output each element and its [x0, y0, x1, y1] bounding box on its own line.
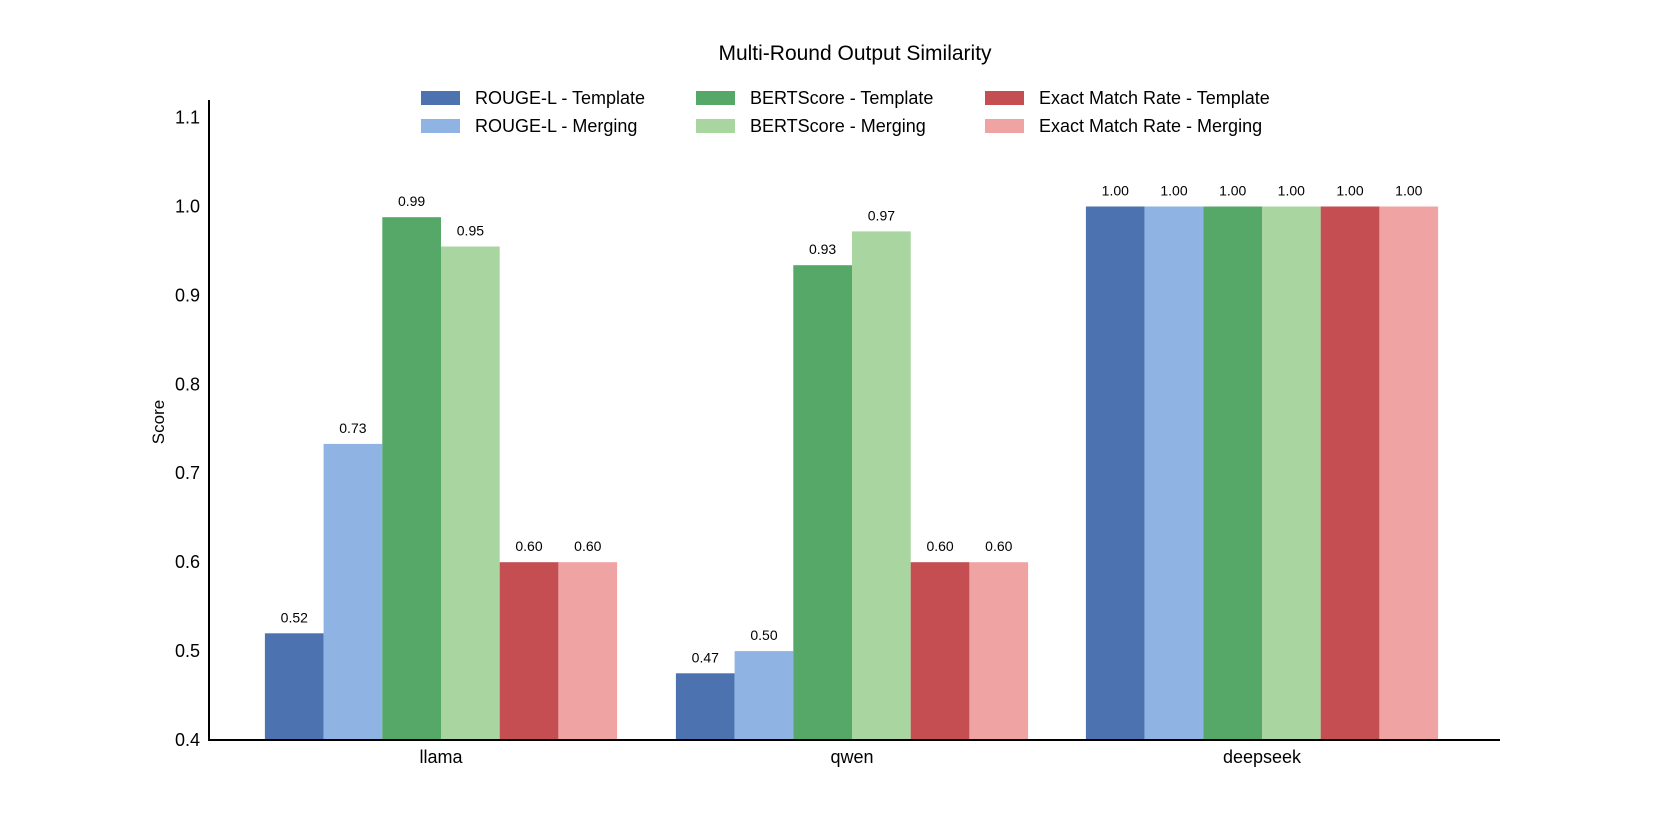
bar-llama-5 — [558, 562, 618, 740]
legend: ROUGE-L - Template ROUGE-L - Merging BERTS… — [421, 88, 1270, 136]
value-label-llama-1: 0.73 — [339, 420, 366, 436]
y-axis-label: Score — [149, 400, 168, 444]
bar-llama-0 — [264, 633, 324, 740]
y-tick-label: 0.4 — [175, 730, 200, 750]
value-label-qwen-4: 0.60 — [926, 538, 953, 554]
y-tick-label: 0.7 — [175, 463, 200, 483]
legend-swatch — [985, 91, 1024, 105]
bar-deepseek-1 — [1144, 206, 1204, 740]
value-label-deepseek-4: 1.00 — [1336, 183, 1363, 199]
value-label-qwen-0: 0.47 — [692, 649, 719, 665]
value-label-qwen-3: 0.97 — [868, 207, 895, 223]
value-label-deepseek-2: 1.00 — [1219, 183, 1246, 199]
legend-swatch — [421, 119, 460, 133]
value-label-qwen-1: 0.50 — [750, 627, 777, 643]
value-label-llama-0: 0.52 — [281, 609, 308, 625]
series-1: 0.73 0.50 1.00 — [323, 183, 1204, 740]
bar-qwen-3 — [852, 231, 911, 740]
legend-label: ROUGE-L - Template — [475, 88, 645, 108]
bar-qwen-1 — [734, 651, 794, 740]
bar-llama-2 — [382, 217, 441, 740]
y-tick-label: 0.8 — [175, 374, 200, 394]
series-0: 0.52 0.47 1.00 — [264, 183, 1145, 740]
chart-title: Multi-Round Output Similarity — [718, 42, 992, 65]
series-4: 0.60 0.60 1.00 — [499, 183, 1380, 740]
value-label-llama-2: 0.99 — [398, 193, 425, 209]
legend-label: Exact Match Rate - Merging — [1039, 116, 1262, 136]
y-tick-label: 0.9 — [175, 285, 200, 305]
x-tick-label-deepseek: deepseek — [1223, 747, 1302, 767]
y-tick-label: 0.5 — [175, 641, 200, 661]
legend-item-3: BERTScore - Merging — [696, 116, 926, 136]
legend-swatch — [985, 119, 1024, 133]
y-tick-label: 1.1 — [175, 108, 200, 128]
value-label-deepseek-1: 1.00 — [1160, 183, 1187, 199]
y-tick-label: 1.0 — [175, 197, 200, 217]
bar-qwen-4 — [910, 562, 970, 740]
legend-label: BERTScore - Merging — [750, 116, 926, 136]
value-label-qwen-5: 0.60 — [985, 538, 1012, 554]
value-label-deepseek-0: 1.00 — [1102, 183, 1129, 199]
bar-llama-4 — [499, 562, 559, 740]
value-label-deepseek-3: 1.00 — [1278, 183, 1305, 199]
bar-qwen-5 — [969, 562, 1029, 740]
bar-deepseek-2 — [1203, 206, 1262, 740]
bar-deepseek-4 — [1320, 206, 1380, 740]
bar-deepseek-5 — [1379, 206, 1439, 740]
value-label-deepseek-5: 1.00 — [1395, 183, 1422, 199]
bar-llama-3 — [441, 246, 500, 740]
legend-item-5: Exact Match Rate - Merging — [985, 116, 1262, 136]
legend-item-1: ROUGE-L - Merging — [421, 116, 637, 136]
value-label-qwen-2: 0.93 — [809, 241, 836, 257]
bar-deepseek-0 — [1085, 206, 1145, 740]
x-tick-label-qwen: qwen — [830, 747, 873, 767]
value-label-llama-4: 0.60 — [515, 538, 542, 554]
bar-qwen-2 — [793, 265, 852, 740]
x-tick-label-llama: llama — [419, 747, 463, 767]
value-label-llama-5: 0.60 — [574, 538, 601, 554]
bar-qwen-0 — [675, 673, 735, 740]
legend-swatch — [696, 91, 735, 105]
legend-swatch — [696, 119, 735, 133]
plot-area: 0.520.471.000.730.501.000.990.931.000.95… — [175, 100, 1500, 767]
bar-deepseek-3 — [1262, 206, 1321, 740]
series-2: 0.99 0.93 1.00 — [382, 183, 1262, 740]
legend-item-4: Exact Match Rate - Template — [985, 88, 1270, 108]
legend-label: BERTScore - Template — [750, 88, 933, 108]
value-label-llama-3: 0.95 — [457, 223, 484, 239]
legend-item-0: ROUGE-L - Template — [421, 88, 645, 108]
y-tick-label: 0.6 — [175, 552, 200, 572]
series-5: 0.60 0.60 1.00 — [558, 183, 1439, 740]
bar-llama-1 — [323, 443, 383, 740]
legend-item-2: BERTScore - Template — [696, 88, 933, 108]
series-3: 0.95 0.97 1.00 — [441, 183, 1321, 740]
legend-label: Exact Match Rate - Template — [1039, 88, 1270, 108]
legend-swatch — [421, 91, 460, 105]
legend-label: ROUGE-L - Merging — [475, 116, 637, 136]
